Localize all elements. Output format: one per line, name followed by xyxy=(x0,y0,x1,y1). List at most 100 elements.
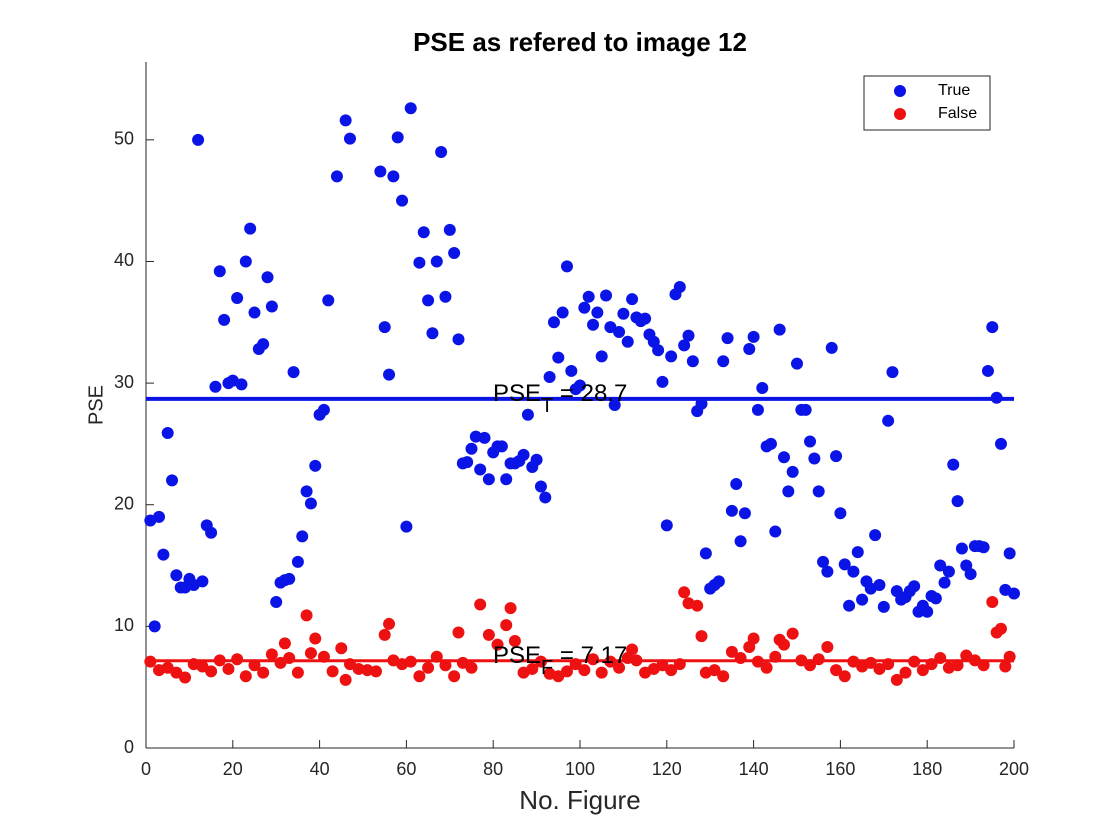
point xyxy=(500,619,513,632)
point xyxy=(287,366,300,379)
point xyxy=(817,555,830,568)
point xyxy=(882,414,895,427)
point xyxy=(391,131,404,144)
point xyxy=(278,637,291,650)
point xyxy=(682,329,695,342)
point xyxy=(613,661,626,674)
point xyxy=(747,330,760,343)
point xyxy=(856,593,869,606)
point xyxy=(339,114,352,127)
point xyxy=(196,575,209,588)
point xyxy=(986,596,999,609)
point xyxy=(782,485,795,498)
point xyxy=(712,575,725,588)
point xyxy=(257,666,270,679)
point xyxy=(665,350,678,363)
mean-label-part: = 28.7 xyxy=(553,380,627,407)
point xyxy=(235,378,248,391)
point xyxy=(383,368,396,381)
legend-marker xyxy=(894,108,906,120)
point xyxy=(465,661,478,674)
point xyxy=(977,659,990,672)
point xyxy=(730,478,743,491)
point xyxy=(921,605,934,618)
point xyxy=(343,132,356,145)
point xyxy=(413,670,426,683)
point xyxy=(205,665,218,678)
x-tick-label: 120 xyxy=(652,759,682,779)
point xyxy=(378,321,391,334)
point xyxy=(504,602,517,615)
point xyxy=(613,326,626,339)
point xyxy=(1003,547,1016,560)
y-axis-label: PSE xyxy=(85,385,107,425)
point xyxy=(400,520,413,533)
point xyxy=(465,442,478,455)
mean-label: PSEF = 7.17 xyxy=(493,642,627,679)
point xyxy=(994,622,1007,635)
point xyxy=(582,290,595,303)
point xyxy=(578,301,591,314)
point xyxy=(721,332,734,345)
point xyxy=(808,452,821,465)
point xyxy=(422,294,435,307)
point xyxy=(205,526,218,539)
point xyxy=(335,642,348,655)
point xyxy=(942,565,955,578)
point xyxy=(869,529,882,542)
x-tick-label: 20 xyxy=(223,759,243,779)
point xyxy=(239,670,252,683)
point xyxy=(777,451,790,464)
point xyxy=(777,638,790,651)
legend-marker xyxy=(894,85,906,97)
mean-label: PSET = 28.7 xyxy=(493,380,627,417)
point xyxy=(157,548,170,561)
point xyxy=(248,306,261,319)
point xyxy=(304,497,317,510)
point xyxy=(725,504,738,517)
point xyxy=(218,313,231,326)
point xyxy=(565,364,578,377)
point xyxy=(873,579,886,592)
point xyxy=(686,355,699,368)
point xyxy=(443,223,456,236)
point xyxy=(821,641,834,654)
point xyxy=(929,592,942,605)
point xyxy=(296,530,309,543)
point xyxy=(986,321,999,334)
point xyxy=(717,355,730,368)
point xyxy=(478,431,491,444)
point xyxy=(834,507,847,520)
mean-label-part: PSE xyxy=(493,380,541,407)
point xyxy=(773,323,786,336)
y-tick-label: 0 xyxy=(124,737,134,757)
point xyxy=(413,256,426,269)
point xyxy=(916,664,929,677)
point xyxy=(374,165,387,178)
point xyxy=(652,344,665,357)
point xyxy=(843,599,856,612)
point xyxy=(330,170,343,183)
point xyxy=(417,226,430,239)
point xyxy=(521,408,534,421)
point xyxy=(1008,587,1020,600)
point xyxy=(695,630,708,643)
point xyxy=(265,648,278,661)
point xyxy=(530,453,543,466)
point xyxy=(751,403,764,416)
legend-label: False xyxy=(938,105,977,122)
point xyxy=(326,665,339,678)
point xyxy=(830,664,843,677)
point xyxy=(738,507,751,520)
point xyxy=(452,333,465,346)
legend-box xyxy=(863,75,991,131)
point xyxy=(617,307,630,320)
point xyxy=(508,634,521,647)
point xyxy=(743,343,756,356)
point xyxy=(760,661,773,674)
point xyxy=(560,260,573,273)
y-tick-label: 30 xyxy=(114,372,134,392)
point xyxy=(994,437,1007,450)
point xyxy=(491,638,504,651)
